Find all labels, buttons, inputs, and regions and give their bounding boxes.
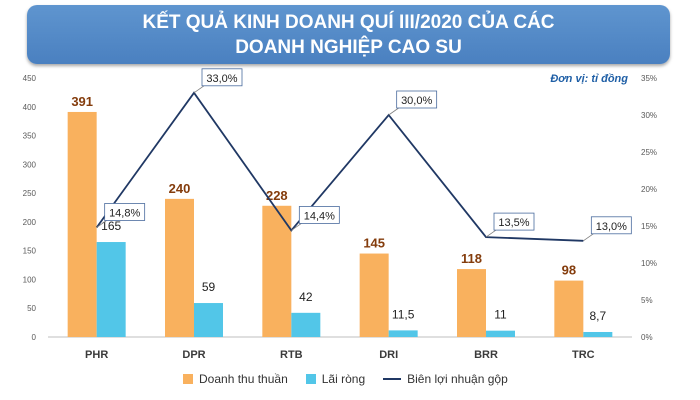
margin-data-label: 33,0% (206, 73, 237, 85)
legend-item-margin: Biên lợi nhuận gộp (383, 372, 508, 386)
margin-data-label: 14,8% (109, 207, 140, 219)
revenue-data-label: 240 (169, 181, 191, 196)
bar-revenue (165, 198, 194, 337)
legend-swatch-profit (305, 374, 316, 384)
profit-data-label: 165 (101, 219, 121, 233)
y-right-tick-label: 20% (641, 185, 657, 194)
legend-swatch-revenue (183, 374, 193, 384)
title-banner: KẾT QUẢ KINH DOANH QUÍ III/2020 CỦA CÁC … (27, 5, 670, 64)
y-left-tick-label: 450 (23, 74, 37, 83)
revenue-data-label: 391 (71, 94, 93, 109)
revenue-data-label: 228 (266, 188, 288, 203)
y-left-tick-label: 100 (23, 275, 37, 284)
legend-item-profit: Lãi ròng (305, 372, 366, 386)
y-right-tick-label: 15% (641, 222, 657, 231)
margin-line (95, 91, 584, 242)
x-category-label: DPR (182, 349, 205, 361)
margin-label-box (104, 203, 146, 221)
legend-item-revenue: Doanh thu thuần (183, 372, 288, 386)
x-category-label: PHR (85, 349, 108, 361)
bar-revenue (554, 280, 584, 337)
margin-data-label: 13,0% (596, 221, 627, 233)
margin-data-label: 30,0% (401, 95, 432, 107)
profit-data-label: 42 (299, 290, 313, 304)
revenue-data-label: 145 (363, 236, 385, 251)
margin-label-box (590, 216, 632, 235)
profit-data-label: 8,7 (589, 309, 606, 323)
bar-profit (388, 330, 418, 337)
revenue-data-label: 98 (562, 263, 576, 278)
x-category-label: DRI (379, 349, 398, 361)
y-left-tick-label: 400 (23, 103, 37, 112)
y-left-tick-label: 0 (32, 333, 37, 342)
x-category-label: TRC (572, 349, 595, 361)
profit-data-label: 11,5 (392, 307, 415, 321)
y-right-tick-label: 35% (641, 74, 657, 83)
margin-data-label: 14,4% (304, 210, 335, 222)
margin-label-box (493, 212, 535, 231)
legend-label-margin: Biên lợi nhuận gộp (407, 372, 508, 386)
margin-label-box (298, 206, 340, 224)
bar-profit (96, 242, 126, 337)
bar-revenue (359, 253, 389, 337)
margin-label-leader (96, 220, 107, 228)
y-right-tick-label: 5% (641, 296, 653, 305)
margin-label-leader (291, 223, 302, 231)
bar-profit (194, 303, 223, 337)
y-left-tick-label: 200 (23, 218, 37, 227)
bar-revenue (262, 205, 292, 337)
chart-legend: Doanh thu thuần Lãi ròng Biên lợi nhuận … (183, 372, 526, 386)
y-left-tick-label: 250 (23, 189, 37, 198)
legend-label-revenue: Doanh thu thuần (199, 372, 288, 386)
bar-profit (291, 312, 321, 337)
y-left-tick-label: 350 (23, 132, 37, 141)
margin-label-leader (485, 229, 497, 238)
revenue-data-label: 118 (461, 251, 482, 266)
margin-data-label: 13,5% (498, 217, 529, 229)
margin-label-box (396, 90, 438, 109)
legend-swatch-margin (383, 378, 402, 380)
legend-label-profit: Lãi ròng (321, 372, 366, 386)
bar-revenue (67, 111, 97, 337)
y-right-tick-label: 30% (641, 111, 657, 120)
y-right-tick-label: 25% (641, 148, 657, 157)
y-right-tick-label: 0% (641, 333, 653, 342)
chart-title: KẾT QUẢ KINH DOANH QUÍ III/2020 CỦA CÁC … (142, 11, 555, 58)
bar-revenue (457, 269, 486, 337)
y-left-tick-label: 50 (27, 304, 36, 313)
profit-data-label: 11 (494, 308, 507, 322)
margin-label-box (201, 68, 243, 87)
bar-profit (583, 331, 613, 337)
margin-label-leader (193, 85, 205, 94)
bar-profit (486, 330, 515, 337)
y-right-tick-label: 10% (641, 259, 657, 268)
margin-label-leader (583, 233, 594, 242)
x-category-label: BRR (474, 349, 498, 361)
y-left-tick-label: 150 (23, 247, 37, 256)
y-left-tick-label: 300 (23, 160, 37, 169)
margin-label-leader (388, 107, 399, 116)
x-category-label: RTB (280, 349, 303, 361)
unit-label: Đơn vị: tỉ đồng (550, 73, 628, 85)
profit-data-label: 59 (202, 280, 216, 294)
